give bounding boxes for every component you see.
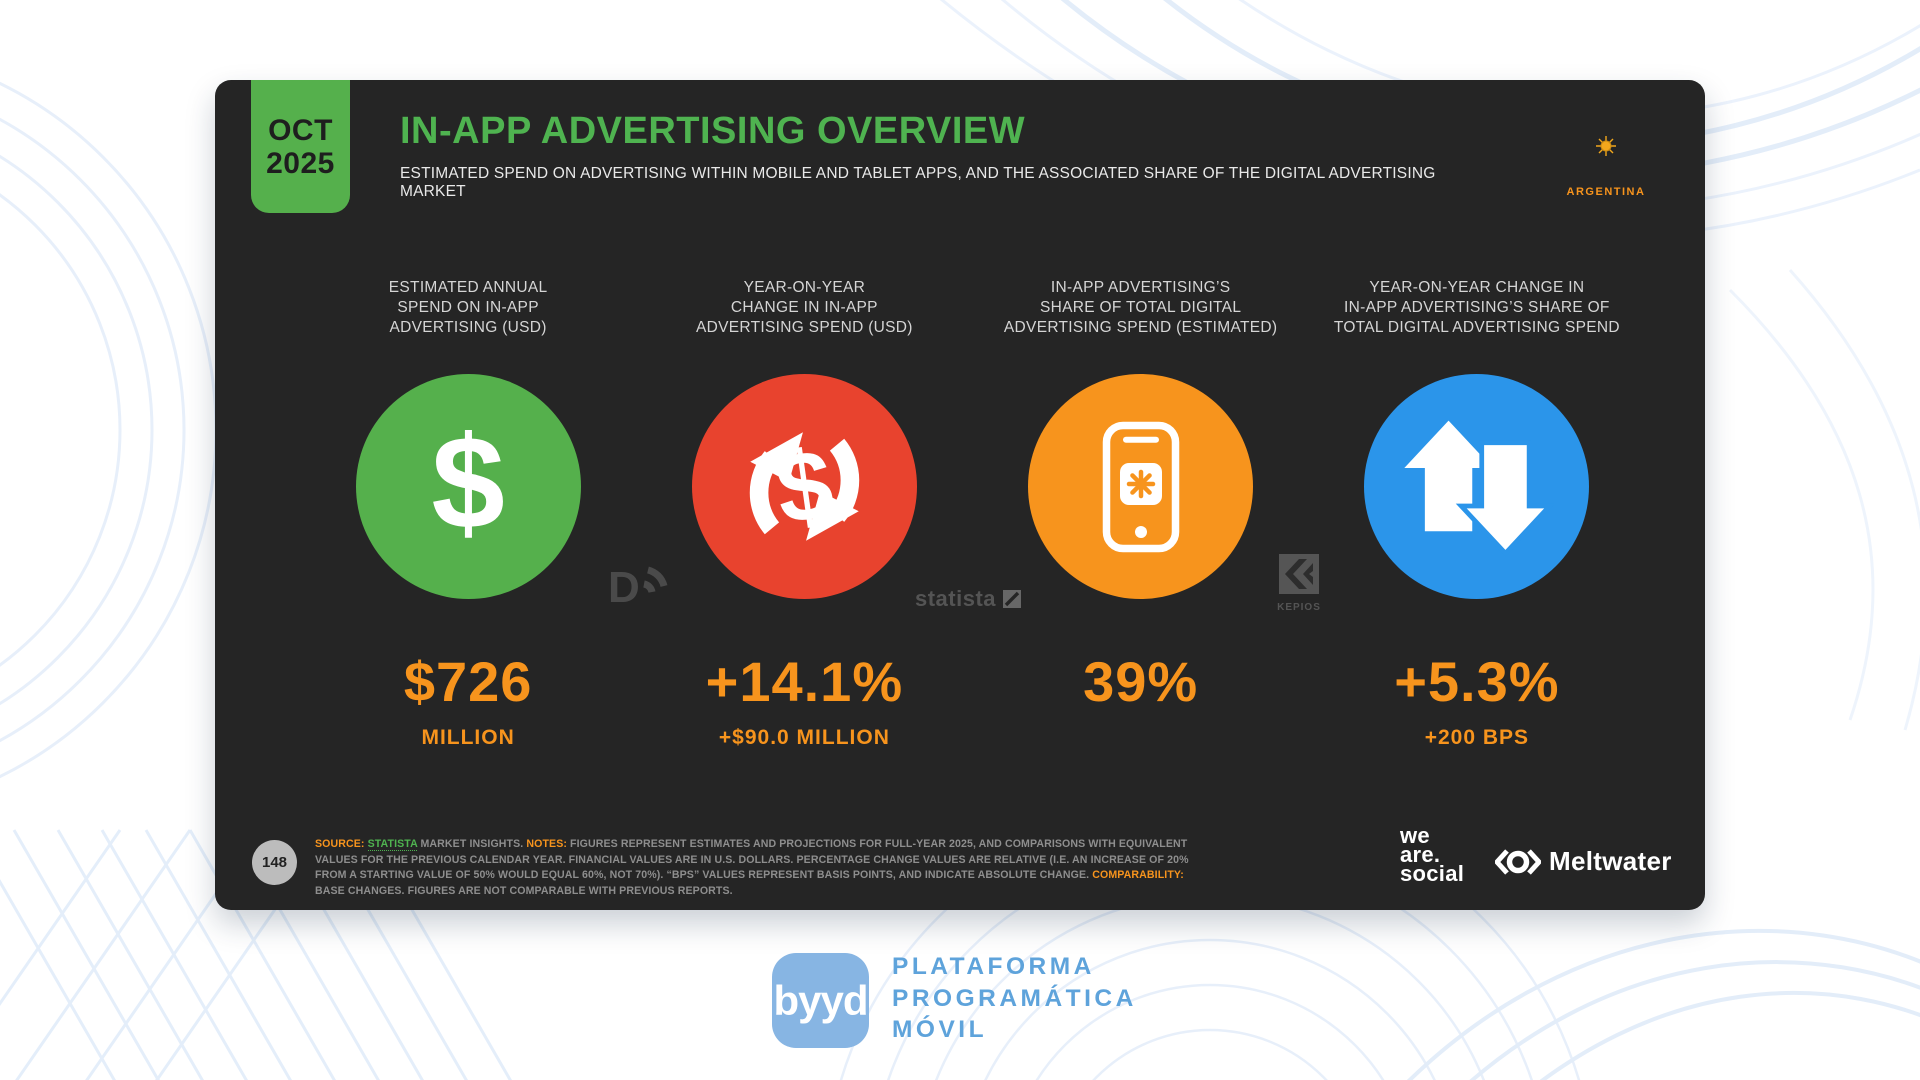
- notes-label: NOTES:: [526, 838, 567, 850]
- metric-value: $726: [403, 650, 533, 713]
- metric-sub-value: +200 BPS: [1424, 726, 1530, 749]
- metric-label: YEAR-ON-YEAR CHANGE IN IN-APP ADVERTISIN…: [1333, 279, 1620, 336]
- metric-circle: [1364, 374, 1590, 599]
- currency-cycle-icon: $: [749, 428, 860, 546]
- metric-value: +14.1%: [705, 650, 904, 713]
- metric-share-of-digital: IN-APP ADVERTISING’S SHARE OF TOTAL DIGI…: [973, 278, 1309, 750]
- date-month: OCT: [268, 113, 333, 147]
- argentina-flag-icon: [1560, 115, 1652, 177]
- comparability-label: COMPARABILITY:: [1092, 869, 1184, 881]
- statista-watermark: statista: [915, 586, 1022, 612]
- metric-sub-value: +$90.0 MILLION: [718, 726, 890, 749]
- meltwater-label: Meltwater: [1549, 846, 1672, 876]
- metric-sub-value: [973, 726, 1309, 750]
- byyd-logo: byyd: [772, 953, 869, 1048]
- metrics-row: ESTIMATED ANNUAL SPEND ON IN-APP ADVERTI…: [300, 278, 1645, 750]
- header: IN-APP ADVERTISING OVERVIEW ESTIMATED SP…: [400, 110, 1500, 201]
- page-number-badge: 148: [252, 840, 297, 885]
- mobile-app-icon: [1102, 421, 1179, 552]
- flag-sun-icon: [1596, 136, 1616, 156]
- slide-card: OCT 2025 IN-APP ADVERTISING OVERVIEW EST…: [215, 80, 1705, 910]
- metric-circle: $: [355, 374, 581, 599]
- kepios-logo-icon: [1279, 554, 1319, 594]
- metric-label: ESTIMATED ANNUAL SPEND ON IN-APP ADVERTI…: [388, 279, 548, 336]
- kepios-watermark-label: KEPIOS: [1277, 602, 1321, 613]
- metric-yoy-share-change: YEAR-ON-YEAR CHANGE IN IN-APP ADVERTISIN…: [1309, 278, 1645, 750]
- page-title: IN-APP ADVERTISING OVERVIEW: [400, 110, 1026, 152]
- up-down-arrows-icon: [1404, 420, 1556, 557]
- metric-yoy-change: YEAR-ON-YEAR CHANGE IN IN-APP ADVERTISIN…: [636, 278, 972, 750]
- metric-value: +5.3%: [1394, 650, 1560, 713]
- country-block: ARGENTINA: [1560, 115, 1652, 198]
- metric-circle: [1028, 374, 1254, 599]
- dollar-icon: $: [431, 408, 505, 556]
- metric-label: IN-APP ADVERTISING’S SHARE OF TOTAL DIGI…: [1003, 279, 1278, 336]
- byyd-tagline: PLATAFORMA PROGRAMÁTICA MÓVIL: [892, 953, 1137, 1043]
- page-subtitle: ESTIMATED SPEND ON ADVERTISING WITHIN MO…: [400, 165, 1436, 200]
- statista-logo-icon: [1003, 590, 1022, 608]
- date-year: 2025: [266, 146, 335, 180]
- source-notes: SOURCE: STATISTA MARKET INSIGHTS. NOTES:…: [315, 838, 1189, 897]
- date-badge: OCT 2025: [251, 80, 350, 213]
- meltwater-eye-icon: [1495, 848, 1541, 875]
- statista-watermark-label: statista: [915, 586, 997, 611]
- meltwater-logo: Meltwater: [1495, 846, 1672, 877]
- kepios-watermark: KEPIOS: [1277, 554, 1321, 613]
- metric-annual-spend: ESTIMATED ANNUAL SPEND ON IN-APP ADVERTI…: [300, 278, 636, 750]
- metric-sub-value: MILLION: [421, 726, 515, 749]
- we-are-social-logo: we are. social: [1400, 823, 1465, 886]
- source-statista-link[interactable]: STATISTA: [367, 838, 418, 851]
- svg-text:$: $: [769, 428, 839, 546]
- metric-value: 39%: [1083, 650, 1199, 713]
- country-label: ARGENTINA: [1566, 186, 1646, 198]
- datareportal-watermark-icon: D: [608, 554, 668, 613]
- metric-label: YEAR-ON-YEAR CHANGE IN IN-APP ADVERTISIN…: [695, 279, 913, 336]
- svg-text:D: D: [608, 563, 640, 608]
- metric-circle: $: [691, 374, 917, 599]
- source-label: SOURCE:: [315, 838, 365, 850]
